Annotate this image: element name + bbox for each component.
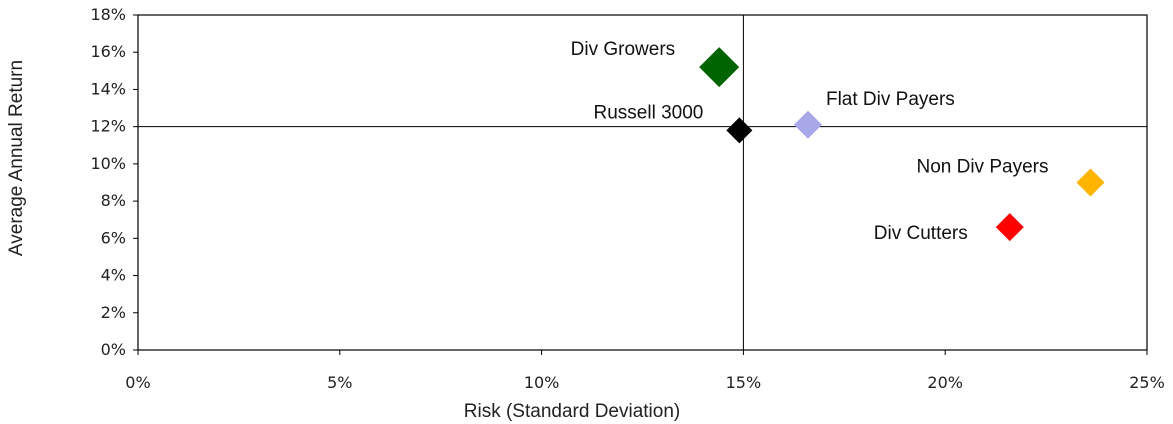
y-tick-label: 2% <box>101 303 126 322</box>
y-tick-label: 4% <box>101 266 126 285</box>
point-labels: Div Growers Russell 3000 Flat Div Payers No… <box>571 39 1049 244</box>
label-russell-3000: Russell 3000 <box>594 102 704 123</box>
data-points <box>699 47 1105 242</box>
point-flat-div-payers <box>793 110 822 139</box>
x-tick-label: 20% <box>927 373 963 392</box>
x-axis-title: Risk (Standard Deviation) <box>464 401 680 422</box>
x-tick-label: 0% <box>125 373 150 392</box>
y-tick-label: 18% <box>90 5 126 24</box>
label-non-div-payers: Non Div Payers <box>916 157 1048 178</box>
x-axis-ticks: 0% 5% 10% 15% 20% 25% <box>125 350 1165 392</box>
y-tick-label: 6% <box>101 228 126 247</box>
x-tick-label: 5% <box>327 373 352 392</box>
point-russell-3000 <box>726 117 753 144</box>
label-flat-div-payers: Flat Div Payers <box>826 89 955 110</box>
point-non-div-payers <box>1076 168 1105 197</box>
point-div-growers <box>699 47 740 88</box>
x-tick-label: 15% <box>726 373 762 392</box>
y-tick-label: 0% <box>101 340 126 359</box>
x-tick-label: 25% <box>1129 373 1165 392</box>
y-tick-label: 14% <box>90 79 126 98</box>
y-axis-ticks: 0% 2% 4% 6% 8% 10% 12% 14% 16% 18% <box>90 5 138 359</box>
point-div-cutters <box>995 213 1024 242</box>
y-tick-label: 10% <box>90 154 126 173</box>
y-tick-label: 8% <box>101 191 126 210</box>
plot-area <box>137 14 1148 351</box>
x-tick-label: 10% <box>524 373 560 392</box>
y-axis-title: Average Annual Return <box>6 60 27 256</box>
reference-lines <box>138 15 1147 350</box>
y-tick-label: 12% <box>90 117 126 136</box>
label-div-growers: Div Growers <box>571 39 676 60</box>
label-div-cutters: Div Cutters <box>874 223 968 244</box>
y-tick-label: 16% <box>90 42 126 61</box>
